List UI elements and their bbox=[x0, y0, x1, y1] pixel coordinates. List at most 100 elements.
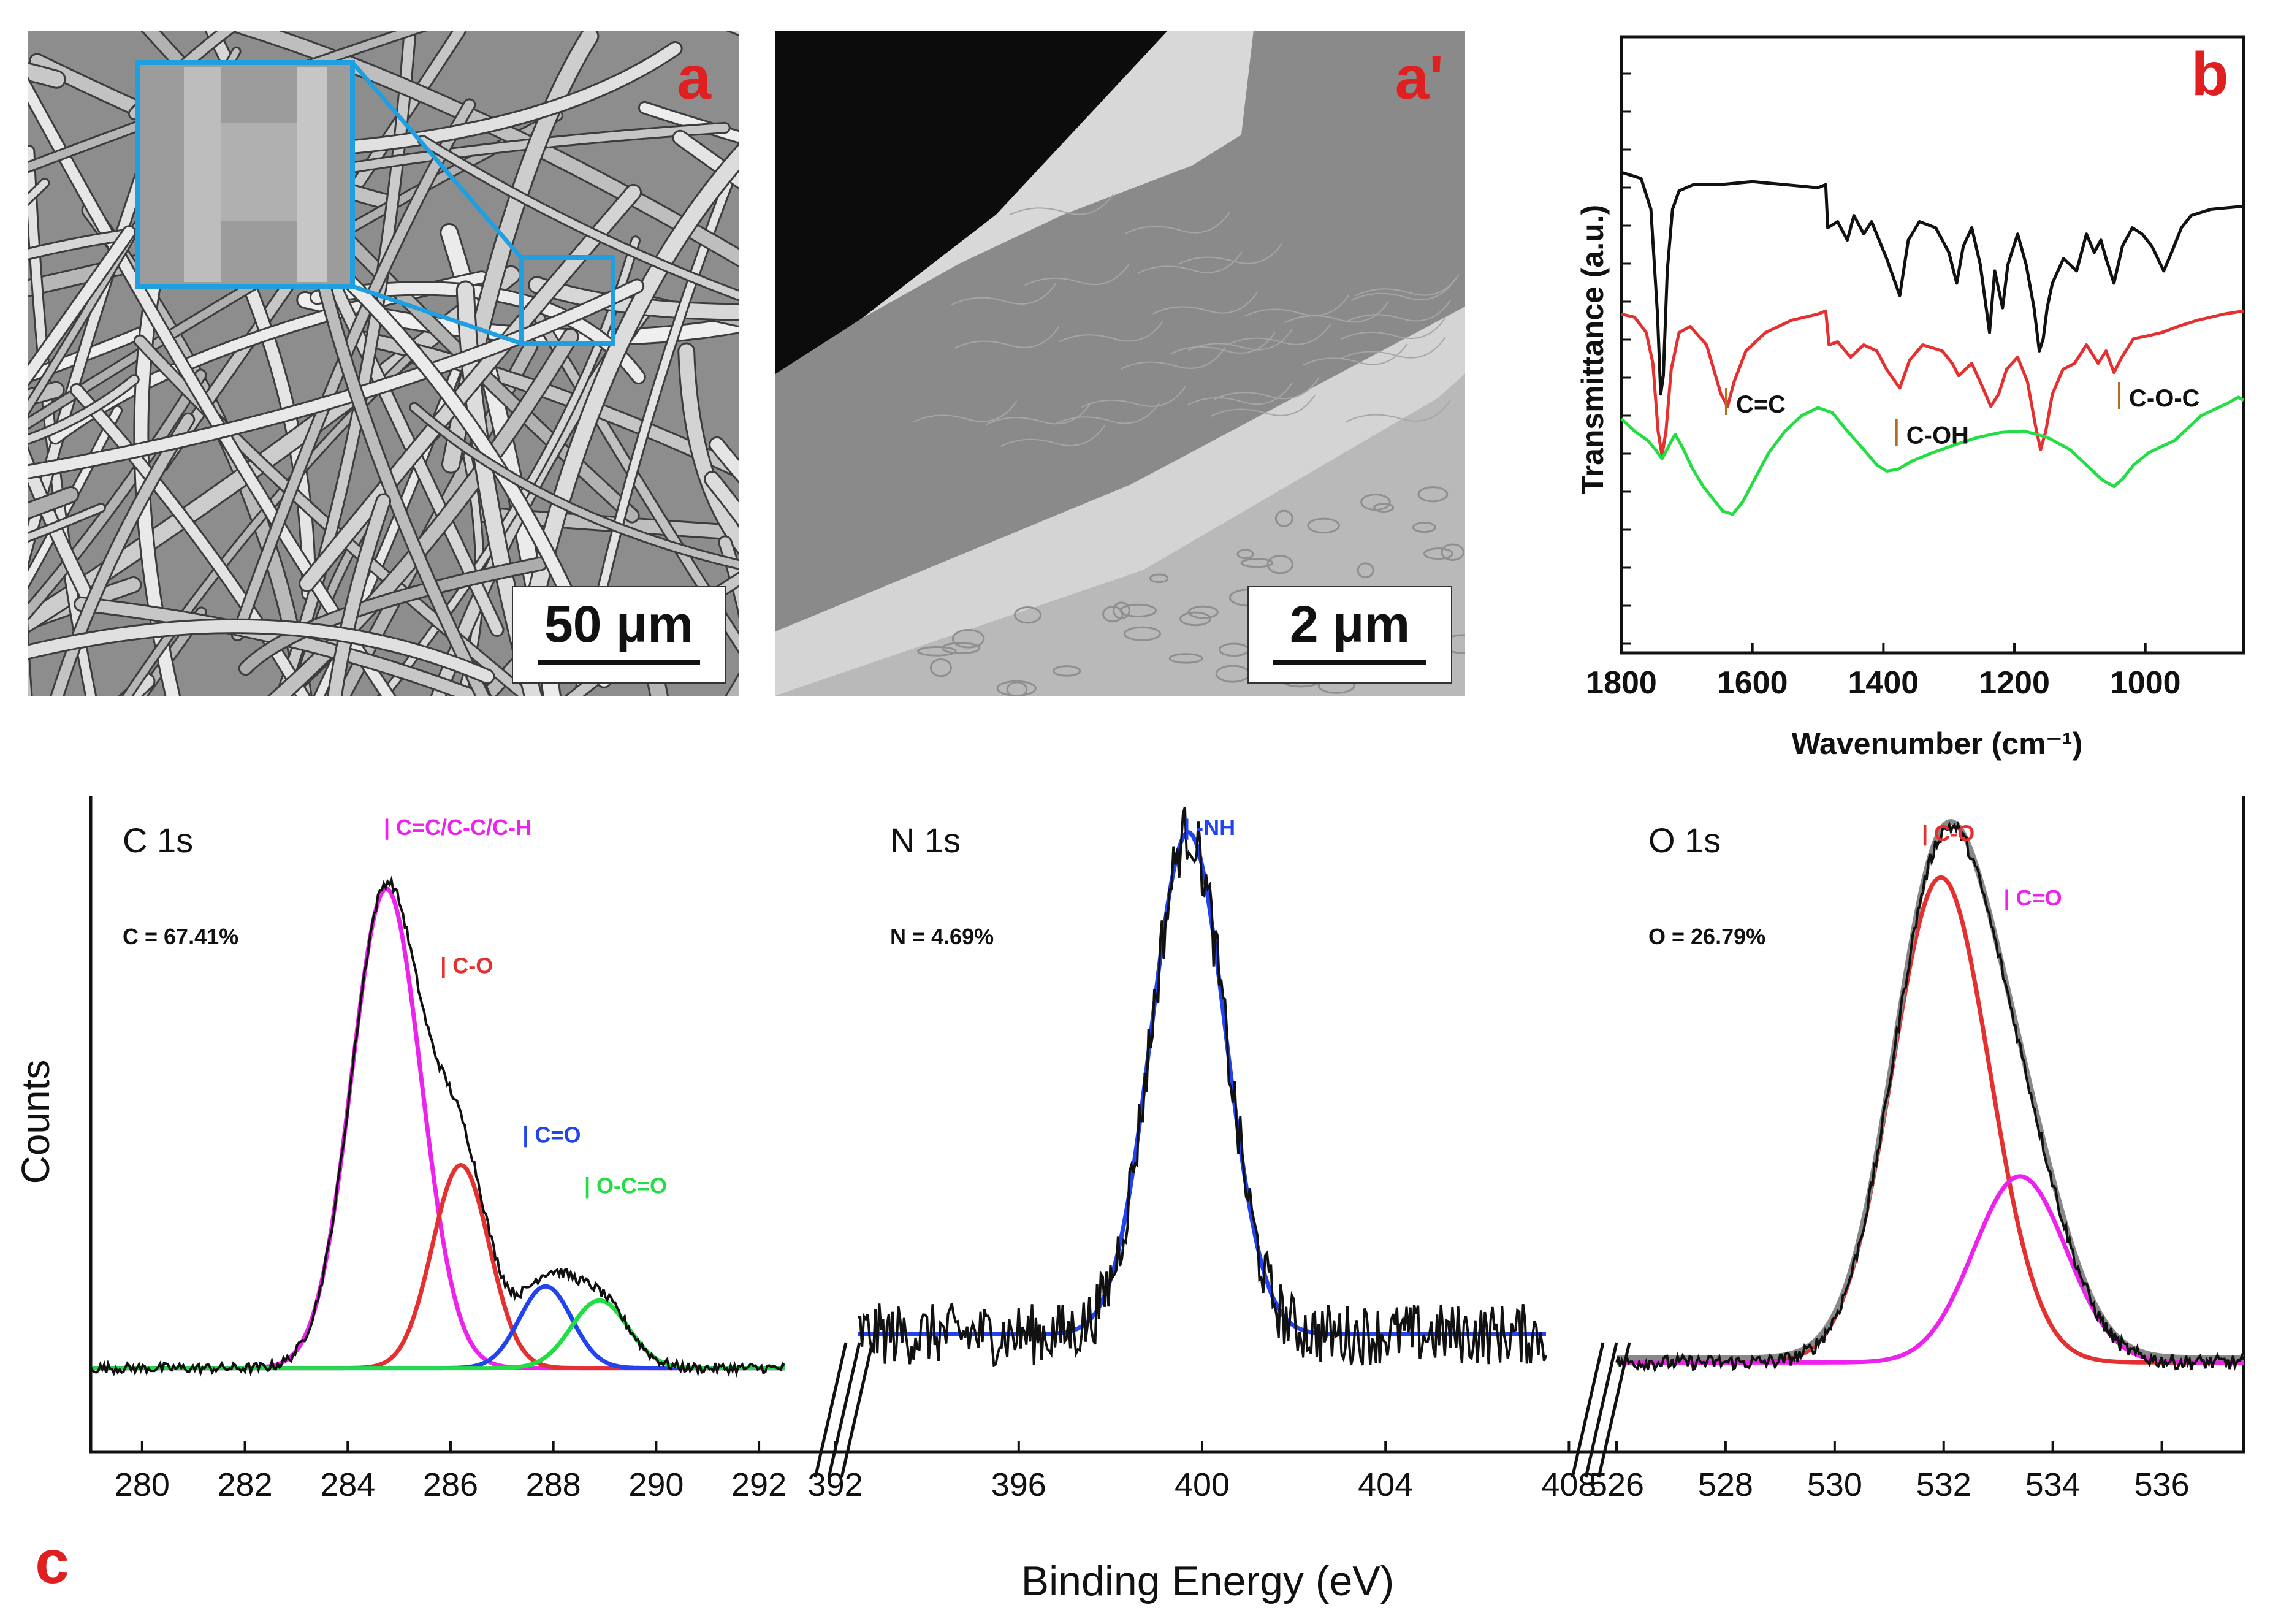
zoom-connector bbox=[351, 61, 523, 259]
surface-crease bbox=[1214, 377, 1319, 400]
texture-pit bbox=[1266, 554, 1293, 574]
xps-axes-frame bbox=[89, 796, 2245, 1454]
xps-x-tick-label: 280 bbox=[115, 1466, 170, 1503]
xps-x-tick-label: 532 bbox=[1916, 1466, 1971, 1503]
texture-pit bbox=[1373, 503, 1395, 513]
xps-x-tick-label: 534 bbox=[2025, 1466, 2081, 1503]
upper-fiber-edge bbox=[861, 31, 1254, 319]
surface-crease bbox=[1170, 332, 1276, 355]
xps-peak-label: | C=C/C-C/C-H bbox=[384, 815, 531, 841]
ftir-y-label: Transmittance (a.u.) bbox=[1575, 205, 1610, 494]
fiber bbox=[474, 508, 739, 539]
scalebar-a-line bbox=[538, 660, 700, 665]
texture-pit bbox=[1006, 681, 1028, 696]
xps-peak-marker: | bbox=[440, 953, 452, 979]
texture-pit bbox=[1417, 486, 1449, 503]
ftir-series-red bbox=[1621, 309, 2244, 457]
xps-x-label: Binding Energy (eV) bbox=[1021, 1558, 1395, 1604]
xps-x-tick-label: 290 bbox=[628, 1466, 684, 1503]
surface-crease bbox=[912, 400, 1018, 423]
texture-pit bbox=[1412, 522, 1436, 533]
surface-crease bbox=[1210, 394, 1316, 417]
xps-peak-marker: | bbox=[1184, 815, 1196, 841]
surface-texture bbox=[912, 193, 1465, 696]
xps-peak-label-text: C-O bbox=[1934, 820, 1974, 845]
xps-plot-title: O 1s bbox=[1648, 821, 1721, 860]
xps-composition: O = 26.79% bbox=[1648, 924, 1765, 949]
scalebar-a-prime-line bbox=[1273, 660, 1426, 665]
xps-peak-label-text: O-C=O bbox=[596, 1173, 667, 1198]
surface-crease bbox=[1009, 193, 1114, 216]
ftir-x-tick-label: 1600 bbox=[1717, 665, 1788, 701]
panel-c-xps-chart: 280 282 284 286 288 290 292 C 1s C = 67.41% | C=C… bbox=[13, 796, 2245, 1604]
fiber bbox=[329, 495, 390, 696]
xps-envelope-fit bbox=[1617, 818, 2244, 1361]
ftir-series-green bbox=[1620, 395, 2245, 516]
surface-crease bbox=[1024, 263, 1130, 286]
texture-pit bbox=[1179, 611, 1211, 627]
surface-crease bbox=[1346, 400, 1451, 422]
xps-peak-label-text: C=C/C-C/C-H bbox=[396, 815, 531, 840]
xps-peak-marker: | bbox=[1922, 820, 1934, 846]
fiber bbox=[28, 376, 138, 443]
panel-letter-a: a bbox=[677, 44, 711, 112]
xps-component-C=O bbox=[1616, 1174, 2244, 1365]
scalebar-a-prime-label: 2 μm bbox=[1289, 595, 1411, 653]
axis-break-1 bbox=[813, 1342, 874, 1478]
texture-pit bbox=[1307, 517, 1340, 534]
xps-peak-label: | C-O bbox=[440, 953, 493, 979]
xps-peak-label-text: C=O bbox=[535, 1123, 581, 1148]
scalebar-a-label: 50 μm bbox=[544, 595, 693, 653]
texture-pit bbox=[1149, 573, 1169, 584]
ftir-axes-frame bbox=[1620, 35, 2245, 655]
ftir-ticks: 1800 1600 1400 1200 1000 bbox=[1586, 72, 2181, 701]
surface-crease bbox=[1226, 323, 1331, 346]
panel-letter-c: c bbox=[35, 1528, 69, 1596]
ftir-x-tick-label: 1200 bbox=[1979, 665, 2050, 701]
fiber bbox=[419, 136, 739, 300]
fiber bbox=[28, 227, 135, 385]
ftir-x-tick-label: 1000 bbox=[2110, 665, 2181, 701]
surface-crease bbox=[986, 403, 1091, 425]
fiber bbox=[28, 231, 128, 259]
ftir-annotations: C=C C-OH C-O-C bbox=[1724, 382, 2200, 449]
texture-pit bbox=[1357, 562, 1374, 579]
xps-peak-label: | -NH bbox=[1184, 815, 1235, 841]
ftir-series bbox=[1620, 170, 2245, 516]
xps-x-tick-label: 528 bbox=[1698, 1466, 1753, 1503]
zoom-inset bbox=[135, 60, 355, 289]
xps-raw-data bbox=[1615, 820, 2245, 1373]
surface-crease bbox=[1081, 385, 1187, 408]
upper-fiber-surface bbox=[775, 31, 1465, 631]
surface-crease bbox=[954, 326, 1060, 349]
lower-fiber-edge bbox=[775, 307, 1465, 696]
xps-peak-label: | C=O bbox=[522, 1123, 581, 1148]
inset-fiber bbox=[184, 67, 221, 282]
xps-peak-label-text: C=O bbox=[2016, 885, 2062, 910]
xps-raw-data bbox=[858, 806, 1547, 1367]
xps-component-C-O bbox=[1616, 875, 2244, 1365]
fiber-network-image bbox=[28, 31, 739, 696]
xps-component-O-C=O bbox=[90, 1298, 785, 1371]
fiber bbox=[411, 403, 739, 568]
fiber bbox=[28, 79, 394, 696]
surface-crease bbox=[1059, 320, 1164, 343]
surface-crease bbox=[1303, 343, 1408, 366]
xps-x-tick-label: 282 bbox=[218, 1466, 273, 1503]
surface-crease bbox=[1354, 274, 1460, 297]
surface-crease bbox=[1120, 347, 1226, 370]
xps-x-tick-label: 286 bbox=[423, 1466, 478, 1503]
xps-x-tick-label: 288 bbox=[526, 1466, 581, 1503]
surface-crease bbox=[951, 283, 1057, 305]
xps-y-label: Counts bbox=[13, 1060, 58, 1184]
surface-crease bbox=[1137, 251, 1243, 274]
xps-peak-marker: | bbox=[2004, 885, 2016, 911]
xps-component--NH bbox=[858, 830, 1547, 1336]
ftir-series-black bbox=[1621, 170, 2244, 396]
xps-x-tick-label: 526 bbox=[1589, 1466, 1644, 1503]
zoom-connector bbox=[351, 284, 522, 346]
texture-pit bbox=[996, 680, 1037, 696]
surface-crease bbox=[1341, 317, 1446, 340]
